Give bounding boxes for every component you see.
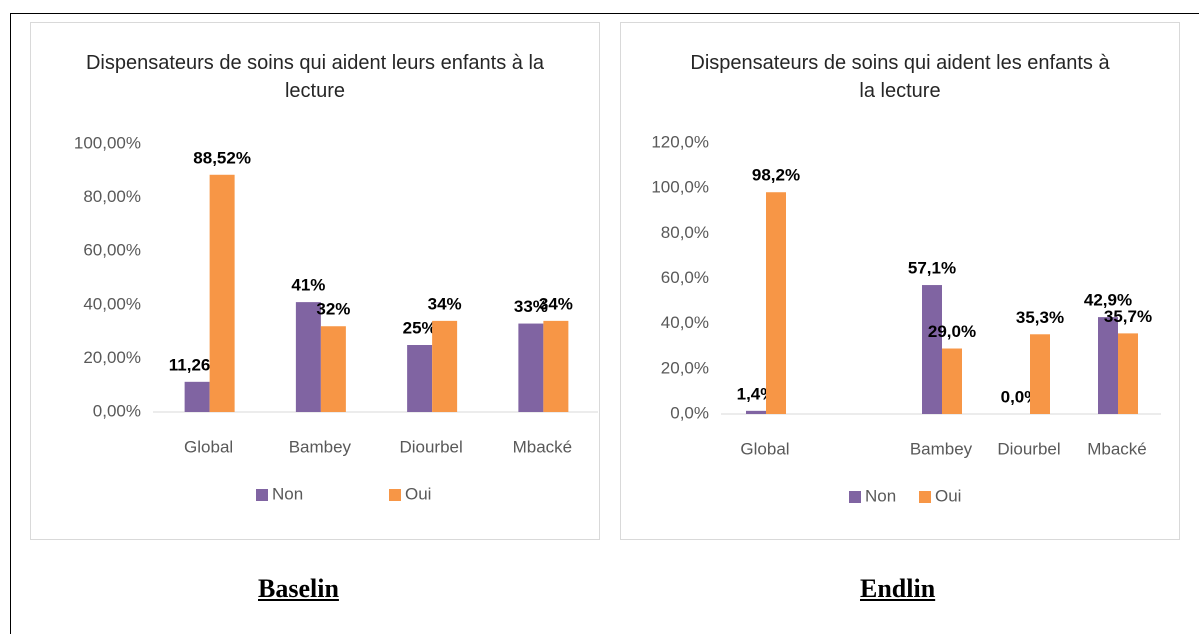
legend-swatch — [919, 491, 931, 503]
bar — [942, 348, 962, 414]
bar — [1030, 334, 1050, 414]
frame — [10, 13, 1199, 634]
bar — [184, 381, 210, 412]
value-label: 42,9% — [1084, 291, 1132, 310]
y-tick-label: 40,0% — [661, 313, 709, 332]
x-tick-label: Global — [184, 437, 233, 456]
legend-label: Oui — [935, 486, 961, 505]
chart-title: Dispensateurs de soins qui aident leurs … — [85, 52, 545, 102]
y-tick-label: 60,00% — [83, 241, 141, 260]
x-tick-label: Diourbel — [399, 437, 462, 456]
bar — [209, 174, 235, 412]
y-tick-label: 100,00% — [74, 133, 141, 152]
legend-swatch — [256, 489, 268, 501]
value-label: 32% — [316, 300, 350, 319]
bar — [922, 285, 942, 414]
value-label: 88,52% — [193, 148, 251, 167]
y-tick-label: 120,0% — [651, 132, 709, 151]
y-tick-label: 0,0% — [670, 403, 709, 422]
bar — [1118, 333, 1138, 414]
x-tick-label: Mbacké — [1087, 439, 1147, 458]
bar — [320, 326, 346, 412]
bar — [543, 320, 569, 412]
value-label: 1,4% — [737, 384, 776, 403]
y-tick-label: 0,00% — [93, 401, 141, 420]
y-tick-label: 20,0% — [661, 358, 709, 377]
x-tick-label: Mbacké — [513, 437, 573, 456]
legend-label: Non — [865, 486, 896, 505]
caption: Endlin — [860, 574, 936, 603]
bar — [295, 302, 321, 412]
legend-swatch — [849, 491, 861, 503]
chart: 0,00% 20,00% 40,00% 60,00% 80,00% 100,00% Glob… — [74, 133, 598, 503]
value-label: 41% — [291, 276, 325, 295]
value-label: 35,3% — [1016, 308, 1064, 327]
y-tick-label: 80,00% — [83, 187, 141, 206]
legend-swatch — [389, 489, 401, 501]
chart-box: Dispensateurs de soins qui aident les en… — [620, 22, 1180, 540]
bar — [746, 410, 766, 414]
value-label: 98,2% — [752, 166, 800, 185]
bar — [1098, 317, 1118, 414]
y-tick-label: 40,00% — [83, 294, 141, 313]
value-label: 29,0% — [928, 322, 976, 341]
x-tick-label: Bambey — [289, 437, 352, 456]
bar — [432, 320, 458, 412]
y-tick-label: 20,00% — [83, 348, 141, 367]
value-label: 33% — [514, 297, 548, 316]
value-label: 35,7% — [1104, 307, 1152, 326]
legend-label: Non — [272, 484, 303, 503]
bar — [766, 192, 786, 414]
chart-title: Dispensateurs de soins qui aident les en… — [690, 52, 1110, 102]
value-label: 34% — [428, 294, 462, 313]
chart-box: Dispensateurs de soins qui aident leurs … — [30, 22, 600, 540]
y-tick-label: 80,0% — [661, 223, 709, 242]
value-label: 57,1% — [908, 259, 956, 278]
x-tick-label: Diourbel — [997, 439, 1060, 458]
bar — [407, 345, 433, 412]
y-tick-label: 60,0% — [661, 268, 709, 287]
caption: Baselin — [258, 574, 339, 603]
value-label: 25% — [403, 318, 437, 337]
bar — [518, 323, 544, 412]
chart: 0,0% 20,0% 40,0% 60,0% 80,0% 100,0% 120,0% Glob… — [651, 132, 1161, 505]
x-tick-label: Bambey — [910, 439, 973, 458]
value-label: 34% — [539, 294, 573, 313]
x-tick-label: Global — [740, 439, 789, 458]
value-label: 0,0% — [1001, 387, 1040, 406]
legend-label: Oui — [405, 484, 431, 503]
y-tick-label: 100,0% — [651, 178, 709, 197]
